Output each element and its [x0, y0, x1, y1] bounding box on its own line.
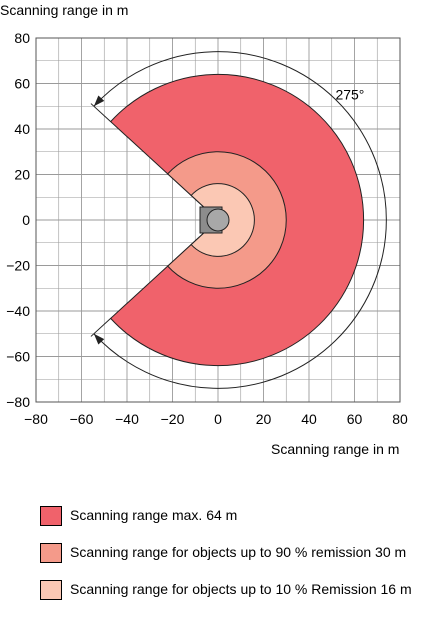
- legend-swatch: [40, 580, 62, 600]
- scan-angle-extension-line: [90, 103, 111, 123]
- legend-swatch: [40, 543, 62, 563]
- x-tick-label: 20: [256, 411, 272, 427]
- legend-label: Scanning range max. 64 m: [70, 507, 238, 523]
- legend-label: Scanning range for objects up to 10 % Re…: [70, 581, 412, 597]
- x-tick-label: 0: [214, 411, 222, 427]
- legend-label: Scanning range for objects up to 90 % re…: [70, 544, 407, 560]
- sensor-head: [206, 208, 230, 232]
- plot-frame: [35, 37, 401, 403]
- scan-angle-indicator: 275°: [90, 51, 387, 389]
- x-tick-label: −80: [24, 411, 48, 427]
- y-tick-label: −40: [6, 303, 30, 319]
- arrow-head-icon: [93, 333, 105, 345]
- x-tick-label: 40: [301, 411, 317, 427]
- sensor-device: [199, 206, 230, 234]
- tick-labels: −80 −60 −40 −20 0 20 40 60 80 −80 −60 −40 −20 0 20 40 60…: [6, 30, 408, 427]
- x-tick-label: −40: [115, 411, 139, 427]
- y-tick-label: 80: [14, 30, 30, 46]
- y-tick-label: 60: [14, 76, 30, 92]
- scan-angle-label: 275°: [335, 86, 364, 102]
- y-tick-label: 0: [22, 212, 30, 228]
- y-tick-label: −80: [6, 394, 30, 410]
- y-tick-label: −20: [6, 258, 30, 274]
- y-axis-title: Scanning range in m: [0, 2, 129, 18]
- y-tick-label: −60: [6, 349, 30, 365]
- scan-angle-arc: [93, 51, 387, 389]
- x-tick-label: −60: [70, 411, 94, 427]
- x-tick-label: 80: [392, 411, 408, 427]
- scan-angle-extension-line: [90, 317, 111, 337]
- y-tick-label: 20: [14, 167, 30, 183]
- x-tick-label: −20: [161, 411, 185, 427]
- arrow-head-icon: [93, 95, 105, 107]
- x-tick-label: 60: [347, 411, 363, 427]
- y-tick-label: 40: [14, 121, 30, 137]
- x-axis-title: Scanning range in m: [271, 441, 400, 457]
- scanning-range-diagram: 275° −80 −60 −40 −20 0 20 40 60 80 −80 −60 −40 −20 0 2…: [6, 30, 408, 427]
- scan-sectors: [109, 73, 365, 367]
- legend-swatch: [40, 506, 62, 526]
